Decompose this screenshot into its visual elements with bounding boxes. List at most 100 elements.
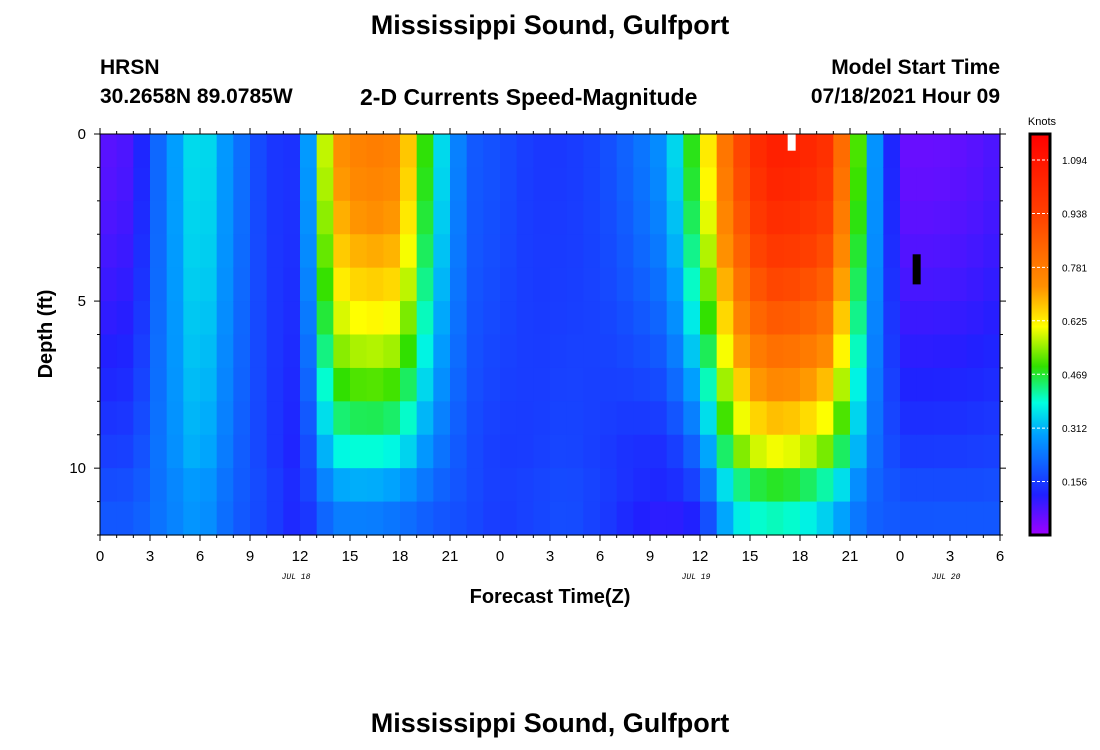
heatmap-cell	[166, 501, 184, 536]
heatmap-cell	[250, 401, 268, 436]
heatmap-cell	[700, 501, 718, 536]
heatmap-cell	[850, 434, 868, 469]
heatmap-cell	[700, 334, 718, 369]
heatmap-cell	[166, 367, 184, 402]
heatmap-cell	[716, 301, 734, 336]
heatmap-cell	[916, 267, 934, 302]
heatmap-cell	[666, 167, 684, 202]
heatmap-cell	[433, 267, 451, 302]
heatmap-cell	[366, 434, 384, 469]
heatmap-cell	[333, 301, 351, 336]
heatmap-cell	[433, 167, 451, 202]
heatmap-cell	[533, 334, 551, 369]
heatmap-cell	[200, 200, 218, 235]
heatmap-cell	[383, 234, 401, 269]
x-tick-label: 15	[342, 548, 359, 565]
heatmap-cell	[633, 301, 651, 336]
heatmap-cell	[533, 267, 551, 302]
heatmap-cell	[100, 134, 118, 169]
heatmap-cell	[150, 234, 168, 269]
heatmap-cell	[283, 401, 301, 436]
heatmap-cell	[366, 267, 384, 302]
heatmap-cell	[133, 234, 151, 269]
heatmap-cell	[200, 301, 218, 336]
heatmap-cell	[283, 267, 301, 302]
heatmap-cell	[650, 334, 668, 369]
heatmap-cell	[800, 234, 818, 269]
heatmap-cell	[750, 267, 768, 302]
heatmap-cell	[333, 167, 351, 202]
colorbar-ticks: 1.094 0.938 0.781 0.625 0.469 0.312 0.156	[1032, 156, 1087, 489]
heatmap-cell	[233, 267, 251, 302]
heatmap-cell	[783, 468, 801, 503]
heatmap-cell	[300, 200, 318, 235]
heatmap-cell	[183, 401, 201, 436]
heatmap-cell	[150, 134, 168, 169]
heatmap-cell	[533, 200, 551, 235]
heatmap-cell	[683, 401, 701, 436]
heatmap-cell	[416, 234, 434, 269]
heatmap-cell	[300, 434, 318, 469]
heatmap-cell	[550, 200, 568, 235]
heatmap-cell	[866, 267, 884, 302]
heatmap-cell	[400, 167, 418, 202]
heatmap-cell	[716, 401, 734, 436]
heatmap-cell	[783, 234, 801, 269]
heatmap-cell	[516, 167, 534, 202]
footer-title: Mississippi Sound, Gulfport	[370, 708, 730, 738]
heatmap-cell	[950, 200, 968, 235]
x-tick-label: 6	[996, 548, 1004, 565]
heatmap-cell	[416, 167, 434, 202]
heatmap-cell	[933, 401, 951, 436]
heatmap-cell	[850, 234, 868, 269]
heatmap-cell	[166, 234, 184, 269]
heatmap-cell	[166, 200, 184, 235]
heatmap-cell	[850, 301, 868, 336]
heatmap-cell	[333, 501, 351, 536]
x-axis-label: Forecast Time(Z)	[470, 586, 631, 608]
heatmap-cell	[183, 234, 201, 269]
heatmap-cell	[966, 501, 984, 536]
heatmap-cell	[766, 367, 784, 402]
heatmap-cell	[416, 134, 434, 169]
heatmap-cell	[650, 234, 668, 269]
heatmap-cell	[916, 367, 934, 402]
heatmap-cell	[500, 468, 518, 503]
heatmap-cell	[133, 501, 151, 536]
heatmap-cell	[916, 334, 934, 369]
heatmap-cell	[366, 200, 384, 235]
heatmap-cell	[183, 301, 201, 336]
heatmap-cell	[566, 434, 584, 469]
colorbar: Knots 1.094 0.938 0.781 0.625 0.469 0.312 0.15…	[1028, 116, 1087, 537]
heatmap-cell	[100, 434, 118, 469]
heatmap-cell	[116, 267, 134, 302]
heatmap-cell	[150, 267, 168, 302]
heatmap-cell	[250, 167, 268, 202]
heatmap-cell	[550, 401, 568, 436]
missing-data-marker	[787, 134, 796, 151]
heatmap-cell	[116, 434, 134, 469]
heatmap-cell	[366, 234, 384, 269]
heatmap-cell	[983, 301, 1001, 336]
heatmap-cell	[166, 267, 184, 302]
heatmap-cell	[216, 367, 234, 402]
heatmap-cell	[933, 200, 951, 235]
heatmap-cell	[800, 134, 818, 169]
heatmap-cell	[733, 501, 751, 536]
heatmap-cell	[833, 401, 851, 436]
heatmap-cell	[633, 334, 651, 369]
heatmap-cell	[583, 167, 601, 202]
station-coordinates: 30.2658N 89.0785W	[100, 85, 293, 108]
heatmap-cell	[116, 401, 134, 436]
heatmap-cell	[333, 334, 351, 369]
heatmap-cell	[266, 401, 284, 436]
heatmap-cell	[400, 200, 418, 235]
heatmap-cell	[500, 301, 518, 336]
heatmap-cell	[733, 468, 751, 503]
heatmap-cell	[600, 401, 618, 436]
heatmap-cell	[750, 434, 768, 469]
heatmap-cell	[733, 167, 751, 202]
chart-subtitle: 2-D Currents Speed-Magnitude	[360, 84, 698, 110]
heatmap-cell	[400, 401, 418, 436]
heatmap-cell	[466, 301, 484, 336]
